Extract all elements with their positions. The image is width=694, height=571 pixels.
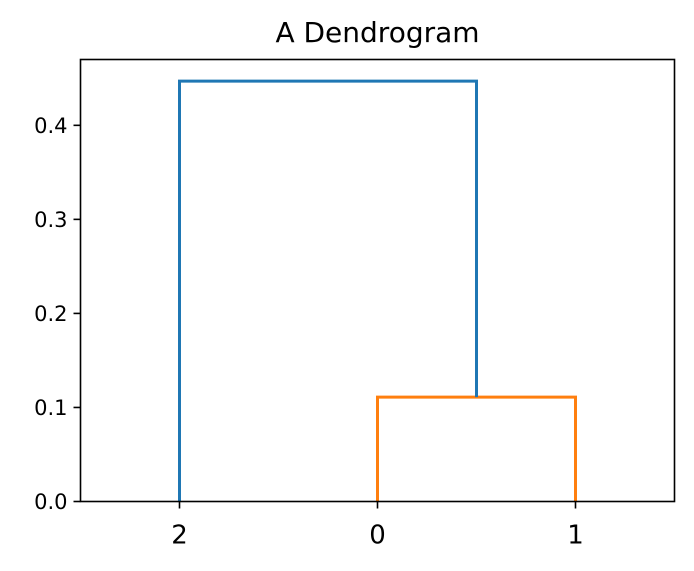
x-axis: 2 0 1: [171, 501, 584, 551]
links-layer: [178, 79, 577, 502]
y-tick-label: 0.0: [34, 490, 67, 514]
x-tick-label: 1: [567, 521, 584, 551]
y-tick-label: 0.1: [34, 396, 67, 420]
y-axis: 0.0 0.1 0.2 0.3 0.4: [34, 114, 81, 514]
x-tick-label: 0: [369, 521, 386, 551]
plot-frame: [79, 58, 676, 503]
y-tick-label: 0.3: [34, 208, 67, 232]
chart-title: A Dendrogram: [275, 16, 479, 49]
y-tick-label: 0.4: [34, 114, 67, 138]
dendrogram-link-0-1: [376, 395, 577, 502]
x-tick-label: 2: [171, 521, 188, 551]
y-tick-label: 0.2: [34, 302, 67, 326]
dendrogram-link-2-root: [178, 79, 478, 502]
